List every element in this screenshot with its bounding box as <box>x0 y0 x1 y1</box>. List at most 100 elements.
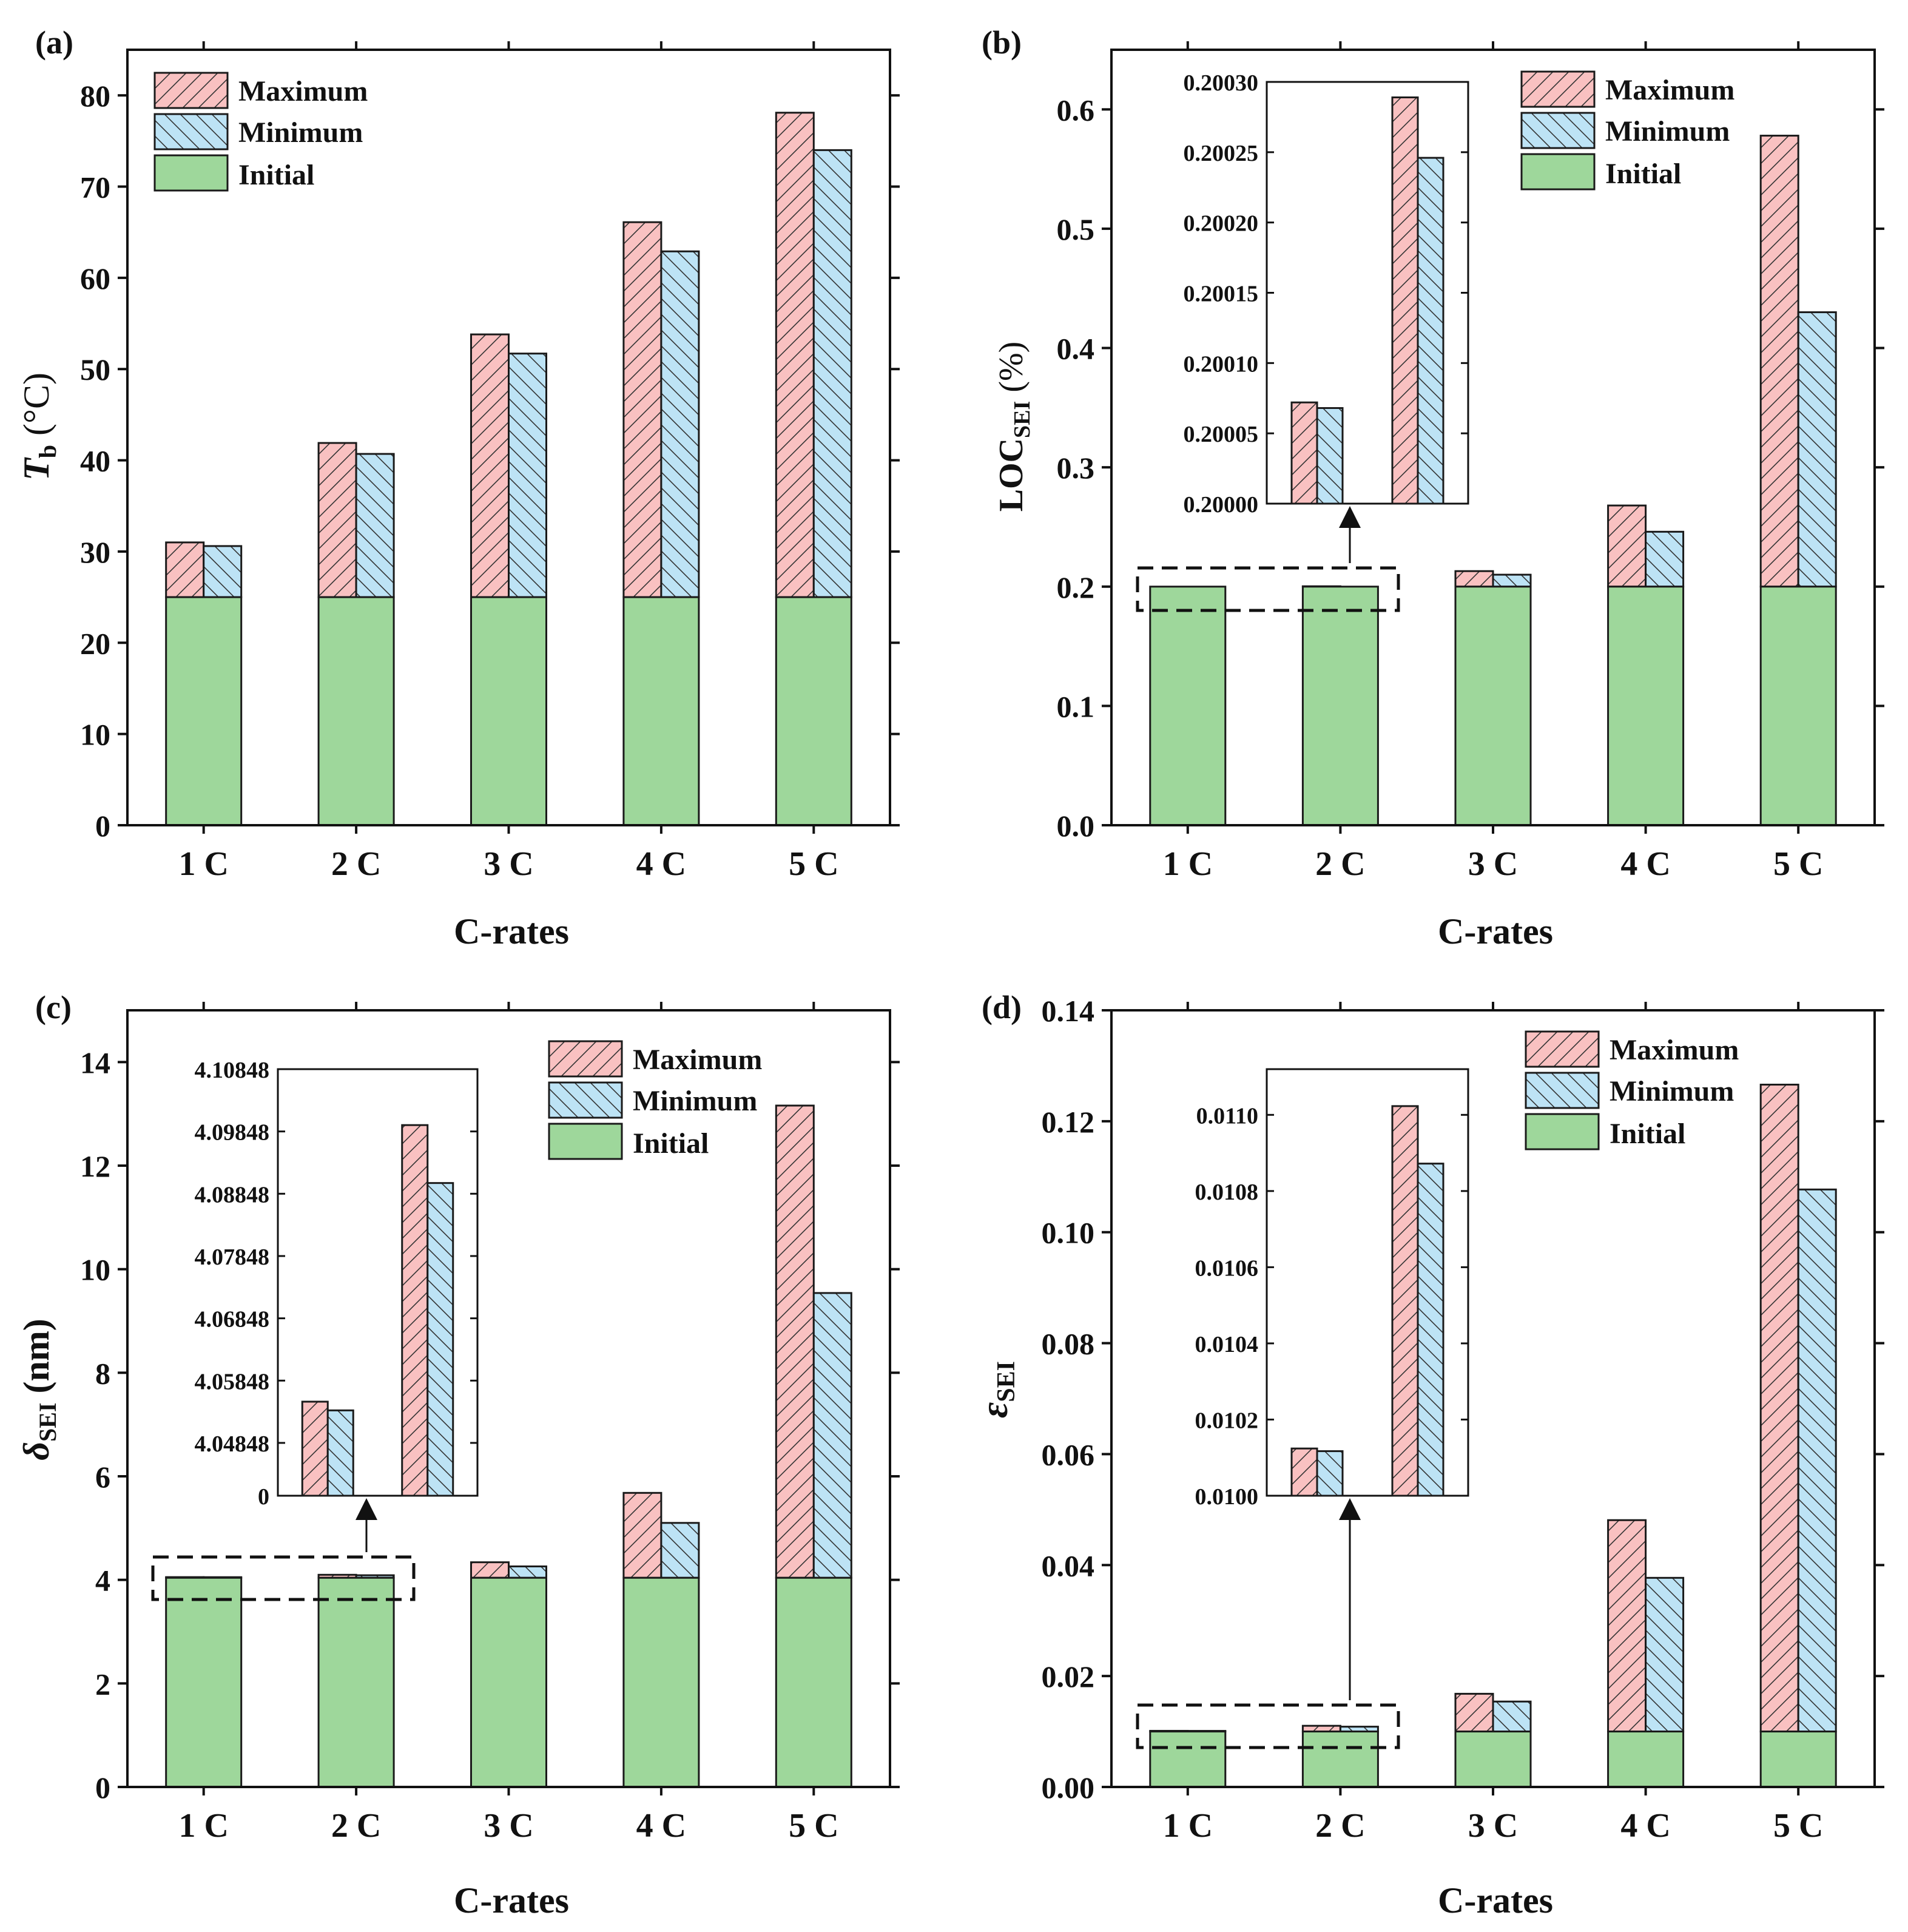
bar-initial <box>1454 586 1532 826</box>
legend-label-minimum: Minimum <box>633 1085 757 1117</box>
y-axis-label-sub: SEI <box>1010 401 1035 438</box>
x-tick-label: 2 C <box>331 845 381 883</box>
y-axis-label-sub: b <box>34 445 61 458</box>
bar-initial <box>165 596 243 826</box>
bar-initial <box>1759 586 1837 826</box>
y-tick-label: 0.4 <box>1057 332 1095 366</box>
bar-initial <box>165 1576 243 1788</box>
inset: 0.0100 0.0102 0.0104 0.0106 0.0108 0.0110 <box>1195 1068 1469 1510</box>
inset-bar-maximum <box>401 1124 429 1497</box>
bar-maximum <box>775 1104 815 1579</box>
bar-initial <box>317 1576 395 1788</box>
y-tick-label: 0.3 <box>1057 451 1095 485</box>
legend-swatch-minimum <box>153 113 229 150</box>
y-tick-label: 0.2 <box>1057 570 1095 604</box>
x-tick-label: 1 C <box>178 845 228 883</box>
x-tick-label: 1 C <box>178 1807 228 1845</box>
bar-initial <box>775 596 852 826</box>
y-axis-label-unit: (%) <box>993 342 1030 401</box>
inset-bar-minimum <box>1417 1163 1444 1497</box>
bar-maximum <box>1607 504 1647 588</box>
inset-y-tick-label: 0.20010 <box>1184 351 1259 377</box>
y-tick-label: 0.12 <box>1042 1105 1095 1139</box>
inset-y-tick-label: 0.20005 <box>1184 422 1259 447</box>
y-tick-label: 10 <box>80 1253 110 1287</box>
bar-minimum <box>203 545 243 598</box>
bar-initial <box>470 596 547 826</box>
inset-bar-maximum <box>1290 401 1318 505</box>
inset-bar-maximum <box>1290 1447 1318 1497</box>
bar-minimum <box>1645 530 1685 588</box>
legend-swatch-minimum <box>1525 1072 1600 1109</box>
y-axis-label: δSEI (nm) <box>16 1319 61 1461</box>
x-tick-label: 3 C <box>484 1807 533 1845</box>
legend-label-minimum: Minimum <box>238 117 363 149</box>
bar-minimum <box>1797 1188 1837 1733</box>
bar-minimum <box>1492 1700 1532 1733</box>
y-tick-label: 6 <box>95 1460 110 1494</box>
legend-label-initial: Initial <box>633 1127 709 1160</box>
bar-maximum <box>622 1491 662 1579</box>
panel-d: (d) C-rates εSEI 1 C 2 C 3 C 4 C 5 C 0.00 0.02… <box>973 989 1884 1920</box>
y-axis-label: Tb (°C) <box>16 373 61 481</box>
y-tick-label: 0 <box>95 809 110 843</box>
bar-initial <box>317 596 395 826</box>
y-tick-label: 14 <box>80 1045 110 1079</box>
legend-swatch-initial <box>1520 153 1596 191</box>
bar-initial <box>470 1576 547 1788</box>
inset-y-tick-label: 4.08848 <box>195 1182 270 1208</box>
y-tick-label: 4 <box>95 1564 110 1598</box>
x-tick-label: 2 C <box>331 1807 381 1845</box>
y-axis-label-main: δ <box>16 1442 56 1461</box>
y-tick-label: 8 <box>95 1356 110 1390</box>
inset-bar-minimum <box>1316 1450 1344 1497</box>
legend: Maximum Minimum Initial <box>548 1040 762 1160</box>
inset-frame <box>277 1068 479 1497</box>
y-axis-label: εSEI <box>973 1361 1020 1418</box>
inset-y-tick-label: 4.04848 <box>195 1431 270 1457</box>
inset-y-tick-label: 0.20030 <box>1184 70 1259 96</box>
bar-initial <box>1301 1731 1379 1788</box>
x-tick-label: 4 C <box>1620 1807 1670 1845</box>
inset-y-tick-label: 4.09848 <box>195 1120 270 1146</box>
bar-initial <box>1607 586 1685 826</box>
x-tick-label: 1 C <box>1163 1807 1213 1845</box>
bar-minimum <box>508 353 547 598</box>
y-axis-label: LOCSEI (%) <box>993 342 1035 512</box>
x-tick-label: 2 C <box>1315 845 1365 883</box>
bar-initial <box>622 1576 700 1788</box>
legend-swatch-maximum <box>548 1040 623 1078</box>
legend-label-maximum: Maximum <box>1610 1034 1739 1066</box>
y-tick-label: 12 <box>80 1149 110 1183</box>
legend-label-initial: Initial <box>1605 158 1681 190</box>
zoom-region-box <box>1136 1703 1400 1749</box>
inset-y-tick-label: 0.20020 <box>1184 211 1259 237</box>
bar-maximum <box>1759 1084 1799 1733</box>
bar-minimum <box>812 149 852 598</box>
y-tick-label: 0.00 <box>1042 1771 1095 1805</box>
y-tick-label: 2 <box>95 1667 110 1701</box>
legend-swatch-minimum <box>548 1081 623 1119</box>
x-tick-label: 3 C <box>1468 1807 1518 1845</box>
inset-bar-maximum <box>301 1400 329 1497</box>
x-tick-label: 2 C <box>1315 1807 1365 1845</box>
x-tick-label: 1 C <box>1163 845 1213 883</box>
inset-y-tick-label: 0.20025 <box>1184 141 1259 166</box>
inset-y-tick-label: 4.07848 <box>195 1245 270 1270</box>
y-axis-label-unit: (°C) <box>16 373 56 445</box>
y-axis-label-main: T <box>16 457 56 481</box>
bar-minimum <box>508 1565 547 1579</box>
y-tick-label: 0.14 <box>1042 994 1095 1028</box>
bar-initial <box>1301 586 1379 826</box>
inset-bar-minimum <box>326 1409 354 1497</box>
x-tick-label: 3 C <box>1468 845 1518 883</box>
y-axis-label-main: LOC <box>993 438 1030 512</box>
y-tick-label: 0.02 <box>1042 1660 1095 1694</box>
legend-label-minimum: Minimum <box>1605 115 1730 147</box>
inset-y-tick-label: 0.20015 <box>1184 282 1259 307</box>
bar-maximum <box>775 112 815 598</box>
zoom-region-box <box>151 1555 416 1601</box>
inset-y-tick-label: 0 <box>258 1484 269 1510</box>
bar-initial <box>775 1576 852 1788</box>
